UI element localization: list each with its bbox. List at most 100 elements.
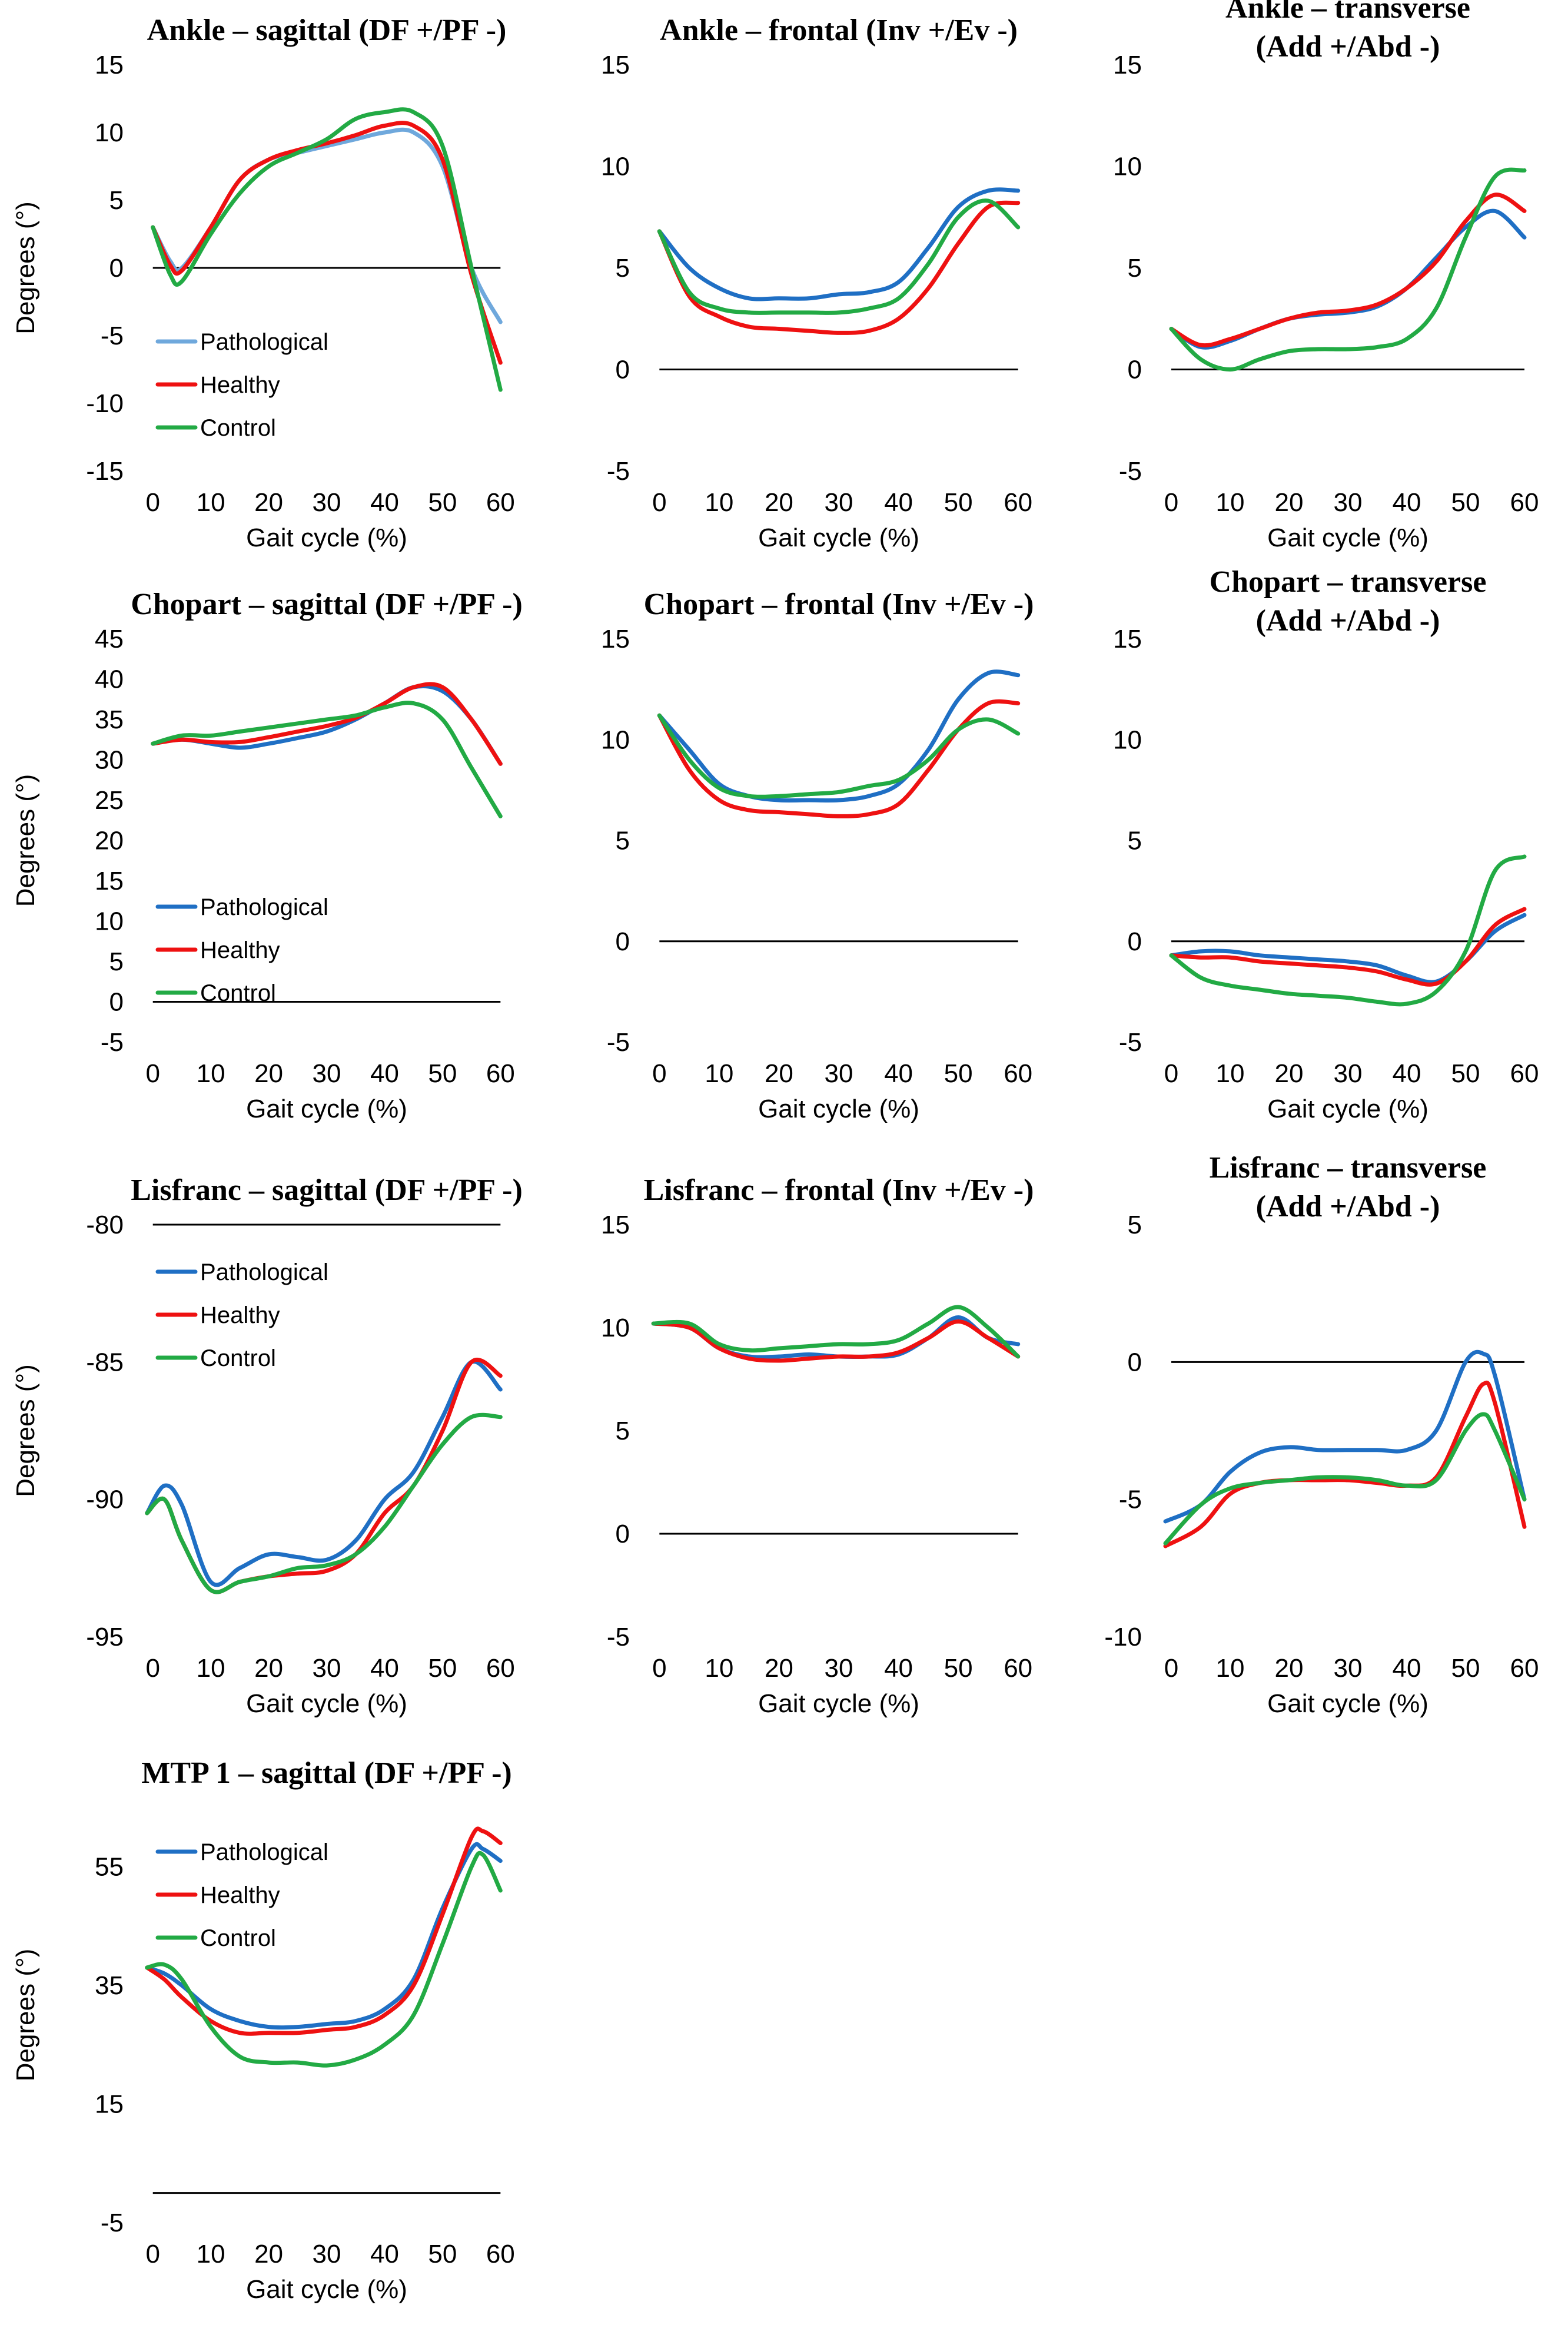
y-tick-label: 35: [95, 705, 124, 734]
x-axis-label: Gait cycle (%): [246, 2275, 407, 2304]
series-line-control: [1169, 167, 1527, 372]
x-tick-label: 50: [1451, 488, 1480, 517]
series-line-control: [145, 1850, 503, 2068]
x-tick-label: 40: [370, 488, 399, 517]
series-line-pathological: [657, 187, 1021, 301]
y-tick-label: 10: [601, 1314, 630, 1342]
x-tick-label: 10: [197, 1059, 225, 1088]
x-tick-label: 50: [1451, 1654, 1480, 1683]
y-tick-label: 15: [95, 51, 124, 79]
y-tick-label: 0: [616, 356, 630, 384]
x-tick-label: 20: [254, 488, 283, 517]
x-tick-label: 60: [486, 1059, 515, 1088]
x-tick-label: 20: [254, 1059, 283, 1088]
series-line-healthy: [657, 200, 1021, 335]
x-tick-label: 60: [1510, 1654, 1539, 1683]
chart-title: Lisfranc – frontal (Inv +/Ev -): [644, 1173, 1034, 1207]
y-tick-label: 5: [1128, 827, 1142, 855]
series-line-pathological: [145, 1359, 503, 1587]
x-tick-label: 10: [197, 488, 225, 517]
x-tick-label: 0: [145, 1654, 160, 1683]
chart-title: Chopart – transverse: [1210, 565, 1487, 599]
x-tick-label: 60: [1004, 488, 1032, 517]
series-line-control: [151, 701, 503, 818]
x-tick-label: 20: [765, 1654, 793, 1683]
y-tick-label: 0: [109, 988, 124, 1017]
y-tick-label: -90: [86, 1485, 124, 1514]
x-tick-label: 30: [825, 488, 853, 517]
x-tick-label: 0: [1164, 1654, 1178, 1683]
y-axis-label: Degrees (°): [11, 201, 40, 334]
y-tick-label: -5: [607, 1028, 630, 1057]
x-tick-label: 50: [944, 488, 973, 517]
y-axis-label: Degrees (°): [11, 1949, 40, 2081]
legend-label-healthy: Healthy: [200, 1882, 280, 1908]
y-tick-label: 0: [616, 927, 630, 956]
chart-title: Lisfranc – sagittal (DF +/PF -): [131, 1173, 523, 1207]
chart-title: Lisfranc – transverse: [1210, 1151, 1487, 1185]
y-tick-label: 5: [1128, 1211, 1142, 1239]
x-tick-label: 30: [1334, 1059, 1363, 1088]
x-tick-label: 60: [486, 1654, 515, 1683]
y-axis-label: Degrees (°): [11, 774, 40, 907]
chart-title: Chopart – sagittal (DF +/PF -): [131, 588, 523, 621]
x-tick-label: 0: [1164, 488, 1178, 517]
x-tick-label: 60: [1510, 488, 1539, 517]
x-tick-label: 40: [370, 1059, 399, 1088]
y-tick-label: 10: [95, 907, 124, 936]
x-tick-label: 0: [145, 1059, 160, 1088]
chart-title: Chopart – frontal (Inv +/Ev -): [644, 588, 1034, 621]
series-line-healthy: [651, 1319, 1021, 1363]
y-tick-label: -10: [1104, 1623, 1142, 1651]
y-axis-label: Degrees (°): [11, 1364, 40, 1497]
y-tick-label: 15: [601, 51, 630, 79]
chart-lisfranc-sagittal: Lisfranc – sagittal (DF +/PF -)-80 -85 -90…: [11, 1173, 523, 1718]
x-tick-label: 50: [944, 1059, 973, 1088]
y-tick-label: -5: [1119, 1485, 1142, 1514]
y-tick-label: 10: [95, 118, 124, 147]
y-tick-label: 30: [95, 746, 124, 775]
x-tick-label: 0: [652, 488, 666, 517]
x-tick-label: 10: [1216, 1654, 1245, 1683]
y-tick-label: 5: [109, 186, 124, 215]
legend-label-control: Control: [200, 980, 276, 1006]
x-tick-label: 0: [145, 488, 160, 517]
legend-label-control: Control: [200, 1345, 276, 1371]
x-tick-label: 40: [1393, 488, 1421, 517]
series-line-control: [1169, 854, 1527, 1007]
y-tick-label: 5: [616, 1417, 630, 1445]
y-tick-label: -15: [86, 457, 124, 486]
y-tick-label: 5: [616, 827, 630, 855]
y-tick-label: 0: [1128, 927, 1142, 956]
x-axis-label: Gait cycle (%): [246, 1689, 407, 1718]
y-tick-label: 0: [1128, 356, 1142, 384]
x-tick-label: 30: [825, 1059, 853, 1088]
y-tick-label: -5: [101, 321, 124, 350]
x-tick-label: 20: [254, 1654, 283, 1683]
chart-title: (Add +/Abd -): [1256, 30, 1440, 64]
series-line-pathological: [1163, 1349, 1527, 1524]
y-tick-label: -85: [86, 1348, 124, 1377]
chart-chopart-sagittal: Chopart – sagittal (DF +/PF -)45 40 35 30 25…: [11, 588, 523, 1123]
x-tick-label: 30: [313, 1059, 341, 1088]
y-tick-label: -95: [86, 1623, 124, 1651]
legend-label-control: Control: [200, 1925, 276, 1951]
chart-lisfranc-frontal: Lisfranc – frontal (Inv +/Ev -)151050-50…: [601, 1173, 1034, 1718]
x-tick-label: 40: [1393, 1059, 1421, 1088]
y-tick-label: -5: [1119, 457, 1142, 486]
x-tick-label: 40: [370, 1654, 399, 1683]
y-tick-label: 15: [95, 867, 124, 896]
series-line-healthy: [1169, 907, 1527, 987]
x-tick-label: 20: [765, 1059, 793, 1088]
legend-label-healthy: Healthy: [200, 1302, 280, 1328]
y-tick-label: 15: [601, 625, 630, 654]
x-tick-label: 10: [197, 2240, 225, 2269]
x-tick-label: 50: [428, 2240, 457, 2269]
series-line-healthy: [151, 121, 503, 365]
x-tick-label: 60: [486, 488, 515, 517]
x-tick-label: 10: [197, 1654, 225, 1683]
x-axis-label: Gait cycle (%): [1267, 523, 1429, 552]
